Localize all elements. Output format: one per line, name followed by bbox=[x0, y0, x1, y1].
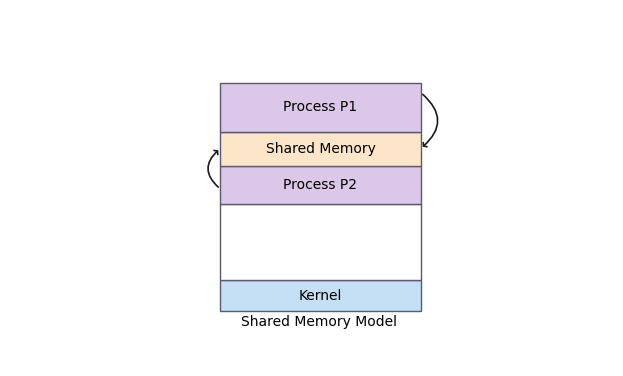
Bar bbox=[221, 205, 421, 280]
Text: Kernel: Kernel bbox=[299, 289, 342, 303]
Text: Shared Memory: Shared Memory bbox=[265, 141, 376, 156]
Text: Process P2: Process P2 bbox=[283, 178, 358, 192]
Bar bbox=[221, 83, 421, 132]
Bar bbox=[221, 280, 421, 311]
Bar bbox=[221, 165, 421, 205]
Text: Shared Memory Model: Shared Memory Model bbox=[241, 315, 397, 329]
Bar bbox=[221, 132, 421, 165]
Text: Process P1: Process P1 bbox=[283, 100, 358, 114]
